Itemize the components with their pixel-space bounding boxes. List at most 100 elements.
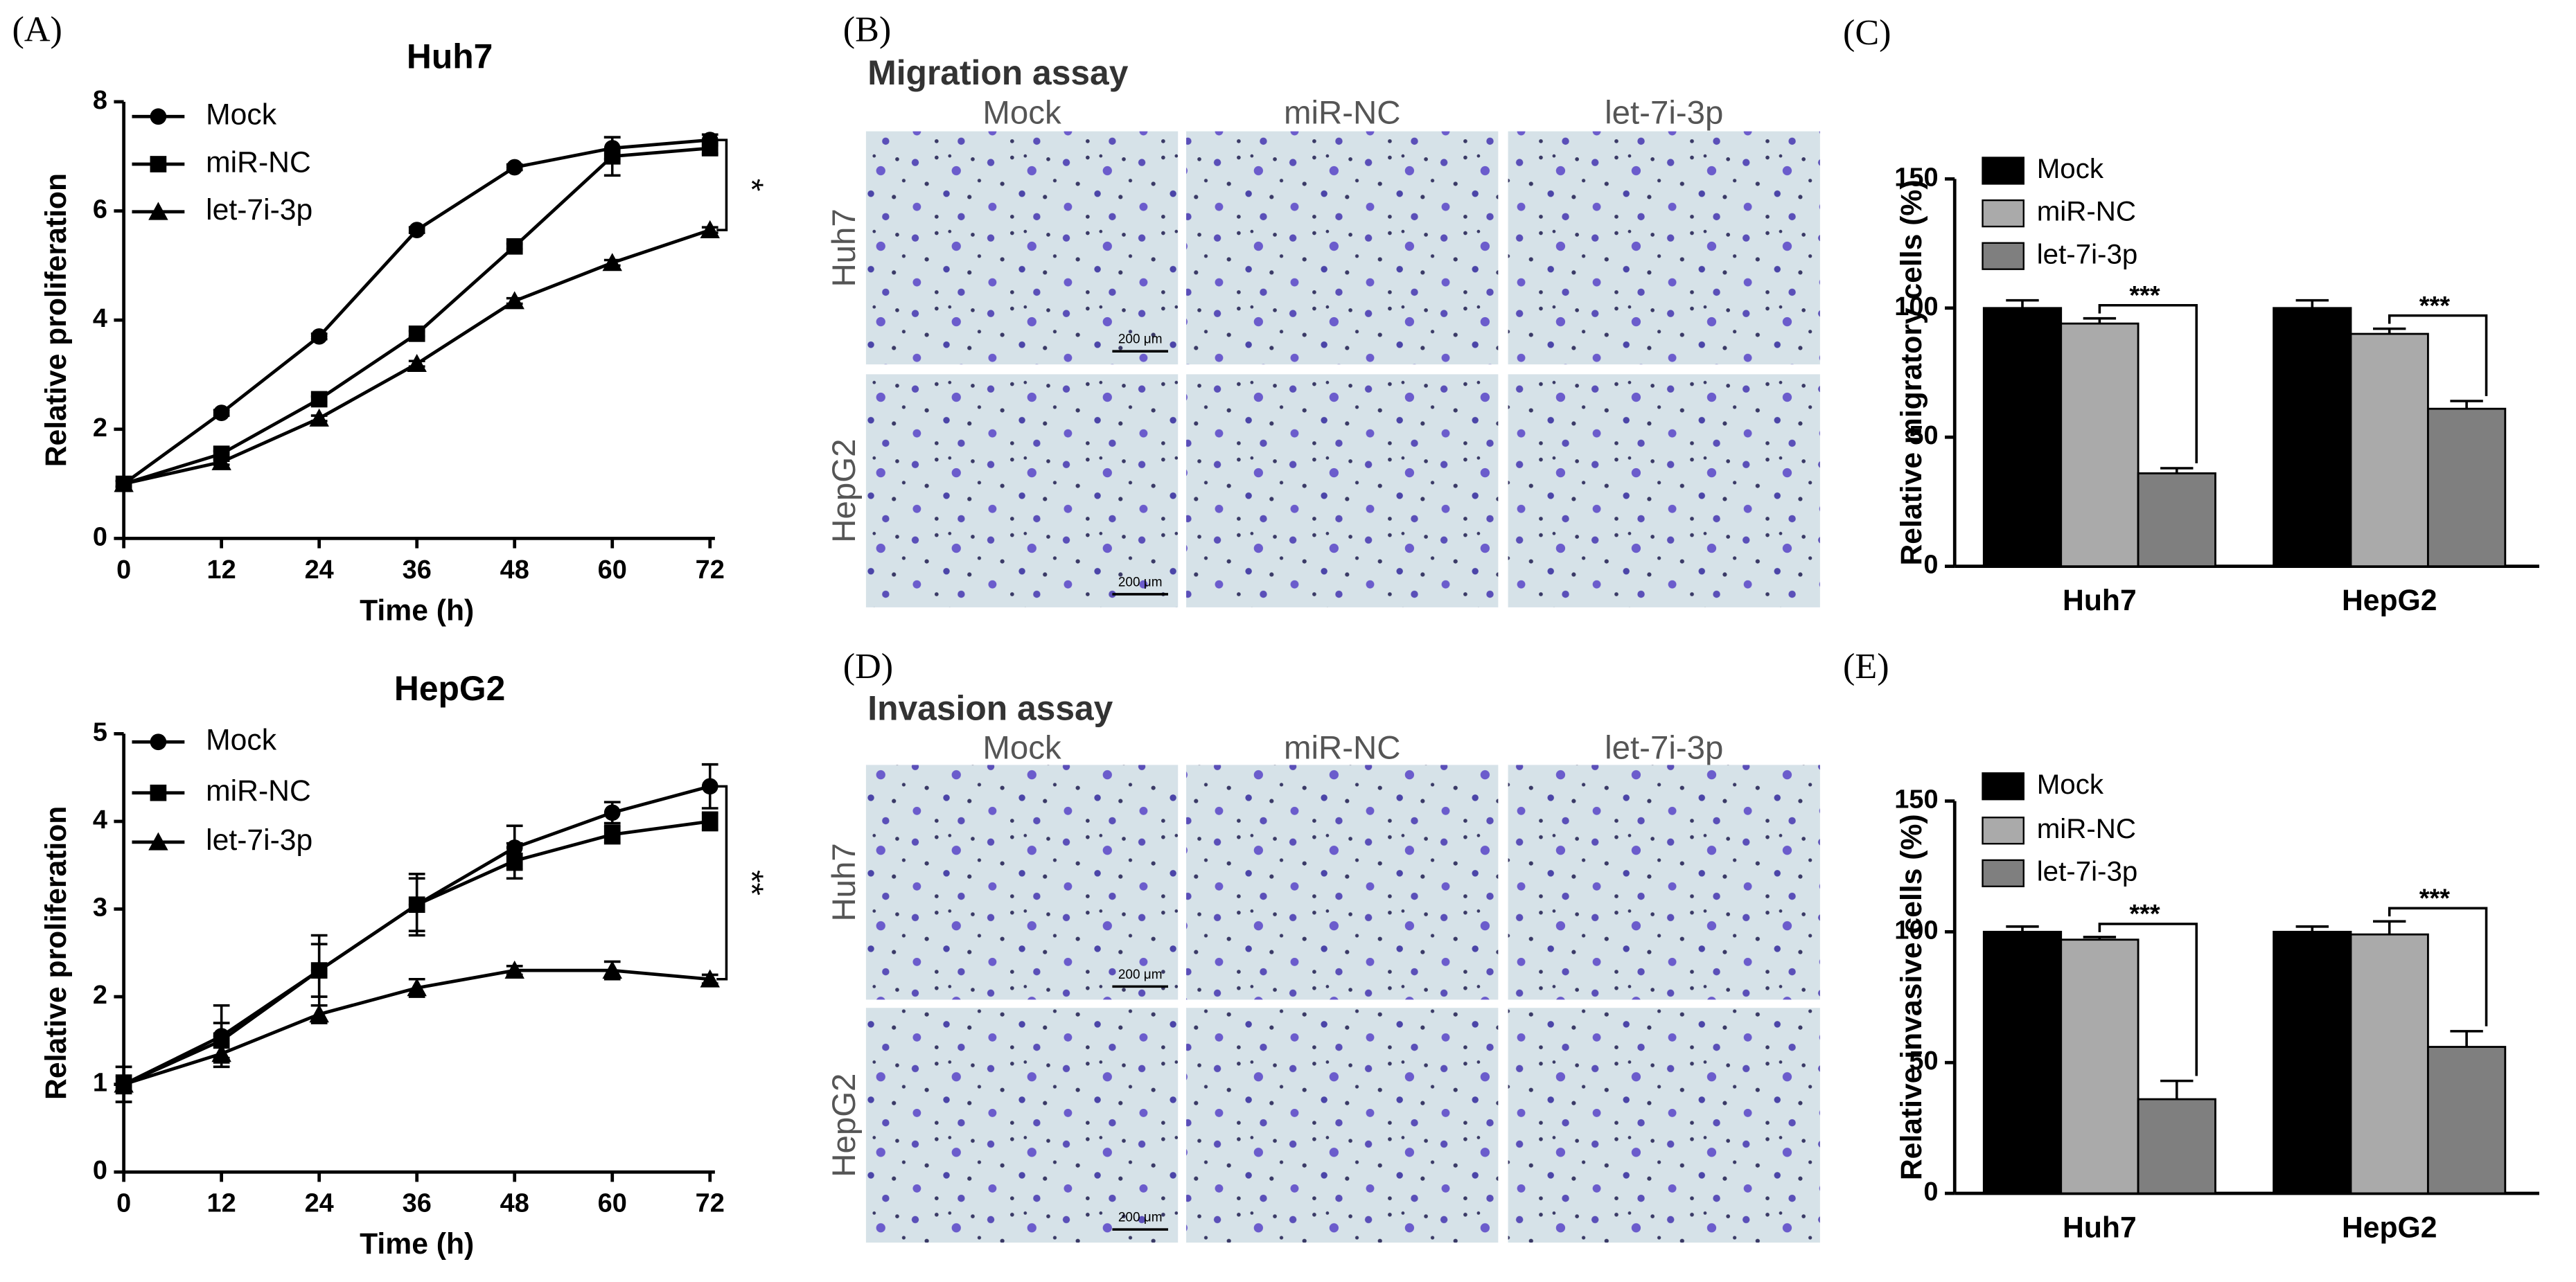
micrograph-image <box>1508 374 1820 607</box>
y-tick-label: 150 <box>1894 785 1938 814</box>
chart-title: Huh7 <box>407 37 493 75</box>
x-tick-label: 24 <box>305 1189 334 1218</box>
legend-swatch <box>1982 242 2024 270</box>
error-bar <box>2373 920 2406 935</box>
marker <box>602 960 622 979</box>
y-tick-label: 50 <box>1909 421 1938 450</box>
y-tick-label: 0 <box>1923 551 1938 580</box>
legend-swatch <box>1982 859 2024 888</box>
marker <box>506 238 523 255</box>
y-tick-label: 100 <box>1894 916 1938 945</box>
column-label: Mock <box>982 730 1061 767</box>
significance-label: *** <box>2129 900 2160 929</box>
legend-label: miR-NC <box>206 145 311 179</box>
significance-label: ** <box>733 870 770 896</box>
x-tick-label: 12 <box>207 555 236 585</box>
y-tick-label: 100 <box>1894 292 1938 321</box>
legend-label: let-7i-3p <box>206 823 312 857</box>
bar <box>2273 930 2352 1195</box>
marker <box>213 404 230 421</box>
micrograph-image <box>865 765 1179 1000</box>
micrograph-image <box>1186 374 1499 607</box>
x-tick-label: 36 <box>403 555 432 585</box>
y-tick-label: 0 <box>1923 1177 1938 1207</box>
scale-bar-label: 200 μm <box>1118 968 1163 982</box>
legend-label: let-7i-3p <box>2037 238 2138 269</box>
legend-marker <box>150 156 167 172</box>
y-axis-label: Relative invasive cells (%) <box>1895 814 1928 1180</box>
marker <box>310 962 328 979</box>
micrograph-image <box>865 374 1179 607</box>
bar <box>1982 930 2063 1195</box>
marker <box>408 222 425 238</box>
error-bar <box>2006 299 2039 308</box>
legend-marker <box>150 108 167 125</box>
legend-label: Mock <box>2037 769 2104 800</box>
marker <box>701 813 718 830</box>
series-line <box>123 138 710 486</box>
y-tick-label: 150 <box>1894 163 1938 192</box>
series-line <box>123 819 711 1086</box>
legend-marker <box>148 832 168 851</box>
marker <box>114 1074 134 1093</box>
legend-marker <box>150 733 167 751</box>
marker <box>602 253 622 271</box>
y-tick-label: 0 <box>93 522 107 551</box>
marker <box>701 778 718 795</box>
y-axis-label: Relative proliferation <box>39 806 73 1100</box>
y-tick-label: 2 <box>93 413 107 443</box>
legend-label: miR-NC <box>2037 813 2136 844</box>
y-tick-label: 5 <box>93 718 107 747</box>
legend-marker <box>148 202 168 220</box>
legend-label: miR-NC <box>2037 196 2136 227</box>
marker <box>700 969 720 988</box>
legend-marker <box>150 784 167 801</box>
scale-bar-label: 200 μm <box>1118 332 1163 347</box>
bar <box>2349 332 2429 568</box>
significance-bracket <box>2388 314 2488 396</box>
x-tick-label: HepG2 <box>2342 1211 2437 1244</box>
bar <box>2137 1098 2216 1195</box>
marker <box>408 896 425 914</box>
marker <box>211 1044 231 1062</box>
scale-bar-label: 200 μm <box>1118 1211 1163 1225</box>
marker <box>701 140 718 157</box>
legend-swatch <box>1982 772 2024 801</box>
panel-label: (B) <box>843 10 891 49</box>
panel-label: (C) <box>1843 13 1891 53</box>
x-tick-label: 48 <box>500 555 529 585</box>
panel-label: (D) <box>843 647 893 686</box>
x-tick-label: 0 <box>116 1189 131 1218</box>
bar <box>2426 1046 2507 1195</box>
x-tick-label: Huh7 <box>2063 1211 2137 1244</box>
assay-title: Invasion assay <box>867 688 1113 727</box>
y-tick-label: 1 <box>93 1069 107 1098</box>
marker <box>309 1004 329 1023</box>
legend-label: let-7i-3p <box>206 193 312 226</box>
significance-bracket <box>2098 923 2198 1076</box>
x-tick-label: 48 <box>500 1189 529 1218</box>
bar <box>2137 472 2216 568</box>
bar <box>1982 307 2063 568</box>
x-tick-label: 36 <box>403 1189 432 1218</box>
panel-label: (E) <box>1843 647 1889 686</box>
significance-label: *** <box>2419 884 2451 913</box>
marker <box>603 826 621 843</box>
marker <box>408 326 425 342</box>
y-tick-label: 50 <box>1909 1047 1938 1076</box>
x-tick-label: 72 <box>696 1189 725 1218</box>
significance-bracket <box>716 785 728 981</box>
x-tick-label: 24 <box>305 555 334 585</box>
y-tick-label: 6 <box>93 195 107 224</box>
x-axis-label: Time (h) <box>360 594 474 627</box>
x-tick-label: 12 <box>207 1189 236 1218</box>
row-label: Huh7 <box>826 208 863 287</box>
error-bar <box>2160 1079 2194 1100</box>
marker <box>506 853 523 869</box>
marker <box>310 391 328 408</box>
significance-label: *** <box>2419 292 2451 321</box>
x-tick-label: 72 <box>696 555 725 585</box>
scale-bar-label: 200 μm <box>1118 575 1163 589</box>
marker <box>603 804 621 821</box>
